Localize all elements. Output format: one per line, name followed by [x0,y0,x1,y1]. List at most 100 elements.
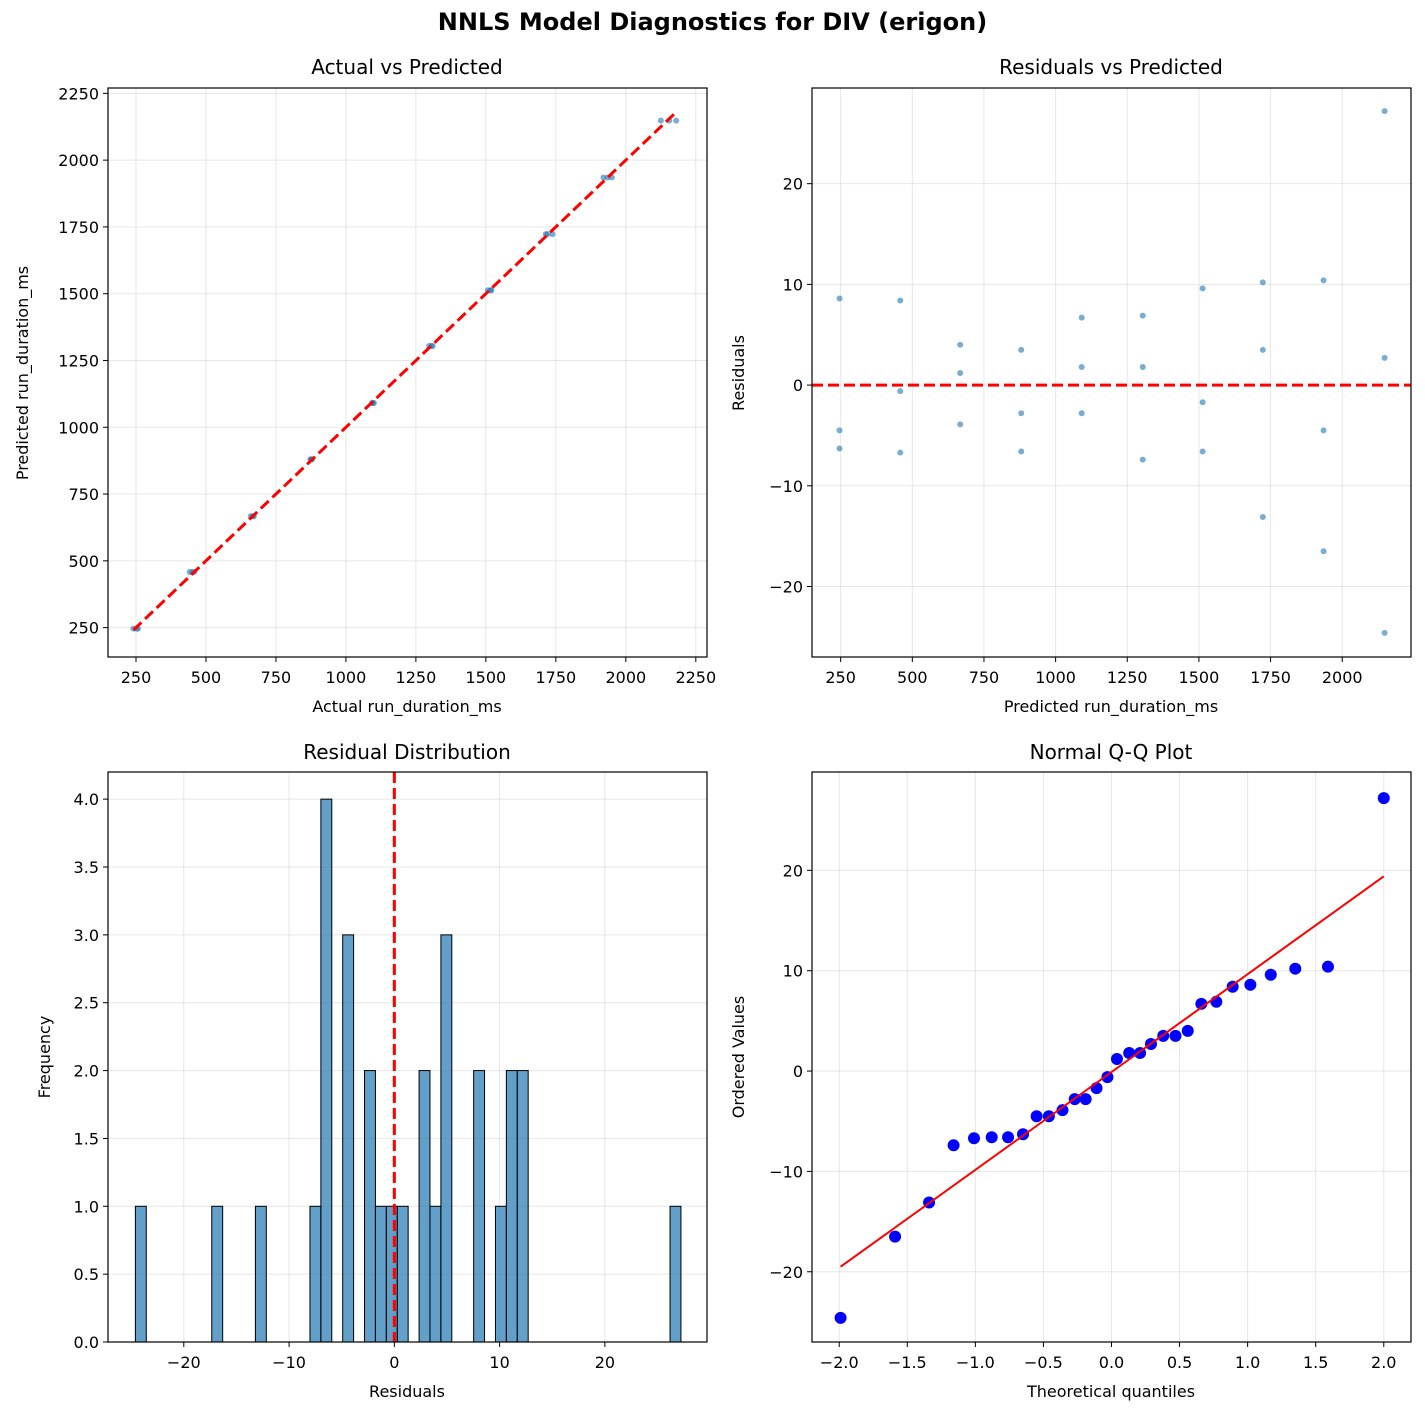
qq-point [1244,978,1257,991]
panel-title: Normal Q-Q Plot [1030,740,1193,764]
data-point [836,445,843,452]
qq-point [1377,792,1390,805]
data-point [1199,448,1206,455]
x-tick-label: −10 [272,1353,306,1372]
y-tick-label: −20 [769,578,803,597]
x-tick-label: 750 [261,668,292,687]
qq-point [1002,1131,1015,1144]
qq-point [1321,960,1334,973]
histogram-bar [374,1205,387,1343]
qq-point [1101,1071,1114,1084]
y-tick-label: 1000 [58,418,99,437]
panel-title: Residuals vs Predicted [999,55,1223,79]
data-point [1018,410,1025,417]
y-tick-label: 3.5 [74,858,99,877]
x-tick-label: 1000 [326,668,367,687]
data-point [1320,427,1327,434]
data-point [1320,277,1327,284]
data-point [1018,448,1025,455]
y-tick-label: 1.5 [74,1129,99,1148]
histogram-bar [473,1070,486,1343]
qq-point [947,1139,960,1152]
x-tick-label: 250 [825,668,856,687]
x-tick-label: 20 [595,1353,615,1372]
panel-title: Actual vs Predicted [311,55,503,79]
data-point [1139,363,1146,370]
data-point [488,287,495,294]
data-point [1078,363,1085,370]
y-tick-label: 10 [783,962,803,981]
data-point [1018,346,1025,353]
y-tick-label: −10 [769,477,803,496]
y-tick-label: 250 [68,619,99,638]
histogram-bar [505,1070,518,1343]
x-tick-label: 500 [897,668,928,687]
x-tick-label: 2000 [605,668,646,687]
y-axis-label: Predicted run_duration_ms [13,266,33,480]
x-tick-label: 1.0 [1235,1353,1260,1372]
y-tick-label: 0 [793,1062,803,1081]
x-tick-label: 0 [389,1353,399,1372]
y-tick-label: 2.5 [74,994,99,1013]
panel-title: Residual Distribution [303,740,511,764]
qq-point [1181,1024,1194,1037]
y-tick-label: 10 [783,275,803,294]
x-tick-label: 2.0 [1371,1353,1396,1372]
data-point [1139,312,1146,319]
qq-point [1110,1053,1123,1066]
data-point [836,427,843,434]
data-point [897,388,904,395]
y-tick-label: 1500 [58,285,99,304]
x-tick-label: −20 [167,1353,201,1372]
data-point [897,449,904,456]
qq-point [834,1311,847,1324]
data-point [1139,456,1146,463]
x-tick-label: 2000 [1322,668,1363,687]
y-tick-label: 0 [793,376,803,395]
histogram-bar [669,1205,682,1343]
y-tick-label: 3.0 [74,926,99,945]
y-axis-label: Ordered Values [729,996,748,1118]
qq-point [968,1132,981,1145]
data-point [1078,410,1085,417]
x-tick-label: 1.5 [1303,1353,1328,1372]
x-axis-label: Actual run_duration_ms [312,697,501,717]
data-point [1259,346,1266,353]
y-tick-label: 20 [783,175,803,194]
y-tick-label: 0.5 [74,1265,99,1284]
x-tick-label: −2.0 [820,1353,859,1372]
qq-point [1289,962,1302,975]
data-point [1381,108,1388,115]
data-point [836,295,843,302]
qq-point [985,1131,998,1144]
identity-reference-line [132,110,678,632]
qq-point [1030,1110,1043,1123]
axes-frame [107,771,708,1343]
data-point [1199,285,1206,292]
x-tick-label: 10 [489,1353,509,1372]
x-tick-label: 1500 [1179,668,1220,687]
data-point [897,297,904,304]
y-tick-label: 4.0 [74,790,99,809]
y-tick-label: 0.0 [74,1333,99,1352]
histogram-bar [429,1205,442,1343]
histogram-bar [494,1205,507,1343]
data-point [600,174,607,181]
y-tick-label: 2250 [58,84,99,103]
x-tick-label: 2250 [675,668,716,687]
x-tick-label: 1250 [1107,668,1148,687]
x-tick-label: 0.0 [1099,1353,1124,1372]
data-point [1381,354,1388,361]
panel-actual-vs-predicted: Actual vs Predicted 250 500 750 1000 1250 150… [13,55,716,717]
qq-point [1264,968,1277,981]
y-tick-label: 2000 [58,151,99,170]
axes-frame [811,771,1412,1343]
x-tick-label: 750 [969,668,1000,687]
y-tick-label: −20 [769,1263,803,1282]
y-tick-label: 1750 [58,218,99,237]
panel-residuals-vs-predicted: Residuals vs Predicted 250 500 750 1000 1250… [729,55,1412,717]
x-tick-label: 1750 [1250,668,1291,687]
axes-frame [107,87,708,658]
histogram-bar [440,934,453,1343]
